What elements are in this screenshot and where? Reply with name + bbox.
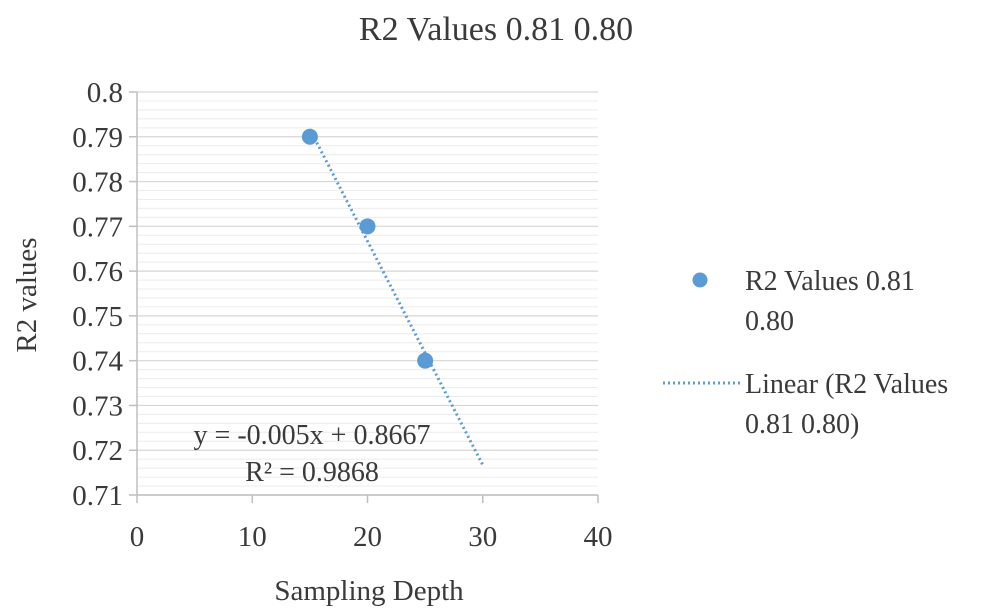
trendline-r-squared: R² = 0.9868 [245,457,379,488]
y-tick-label: 0.78 [72,167,123,199]
x-tick-label: 10 [238,521,267,553]
y-tick-label: 0.73 [72,390,123,422]
y-tick-label: 0.75 [72,301,123,333]
data-points [301,128,434,369]
x-tick-label: 20 [353,521,382,553]
x-axis-ticks: 0 10 20 30 40 [130,495,613,553]
trendline-equation: y = -0.005x + 0.8667 [194,420,431,451]
y-axis-ticks: 0.71 0.72 0.73 0.74 0.75 0.76 0.77 0.78 0.79 0.8 [72,77,137,512]
y-tick-label: 0.72 [72,435,123,467]
legend-series-label-line2: 0.80 [745,306,794,337]
x-tick-label: 40 [584,521,613,553]
chart-title: R2 Values 0.81 0.80 [359,11,633,48]
legend-marker-series [692,272,708,288]
minor-gridlines [137,100,598,487]
y-axis-label: R2 values [11,237,43,352]
legend-trendline-label-line2: 0.81 0.80) [745,409,859,440]
x-tick-label: 0 [130,521,145,553]
y-tick-label: 0.76 [72,256,123,288]
data-point [417,352,434,369]
y-tick-label: 0.79 [72,122,123,154]
x-axis-label: Sampling Depth [274,575,464,607]
legend: R2 Values 0.81 0.80 Linear (R2 Values 0.… [663,266,948,440]
y-tick-label: 0.77 [72,211,123,243]
legend-series-label-line1: R2 Values 0.81 [745,266,915,297]
x-tick-label: 30 [468,521,497,553]
y-tick-label: 0.74 [72,346,123,378]
y-tick-label: 0.71 [72,480,123,512]
legend-trendline-label-line1: Linear (R2 Values [745,369,948,400]
data-point [301,128,318,145]
y-tick-label: 0.8 [87,77,123,109]
data-point [359,218,376,235]
